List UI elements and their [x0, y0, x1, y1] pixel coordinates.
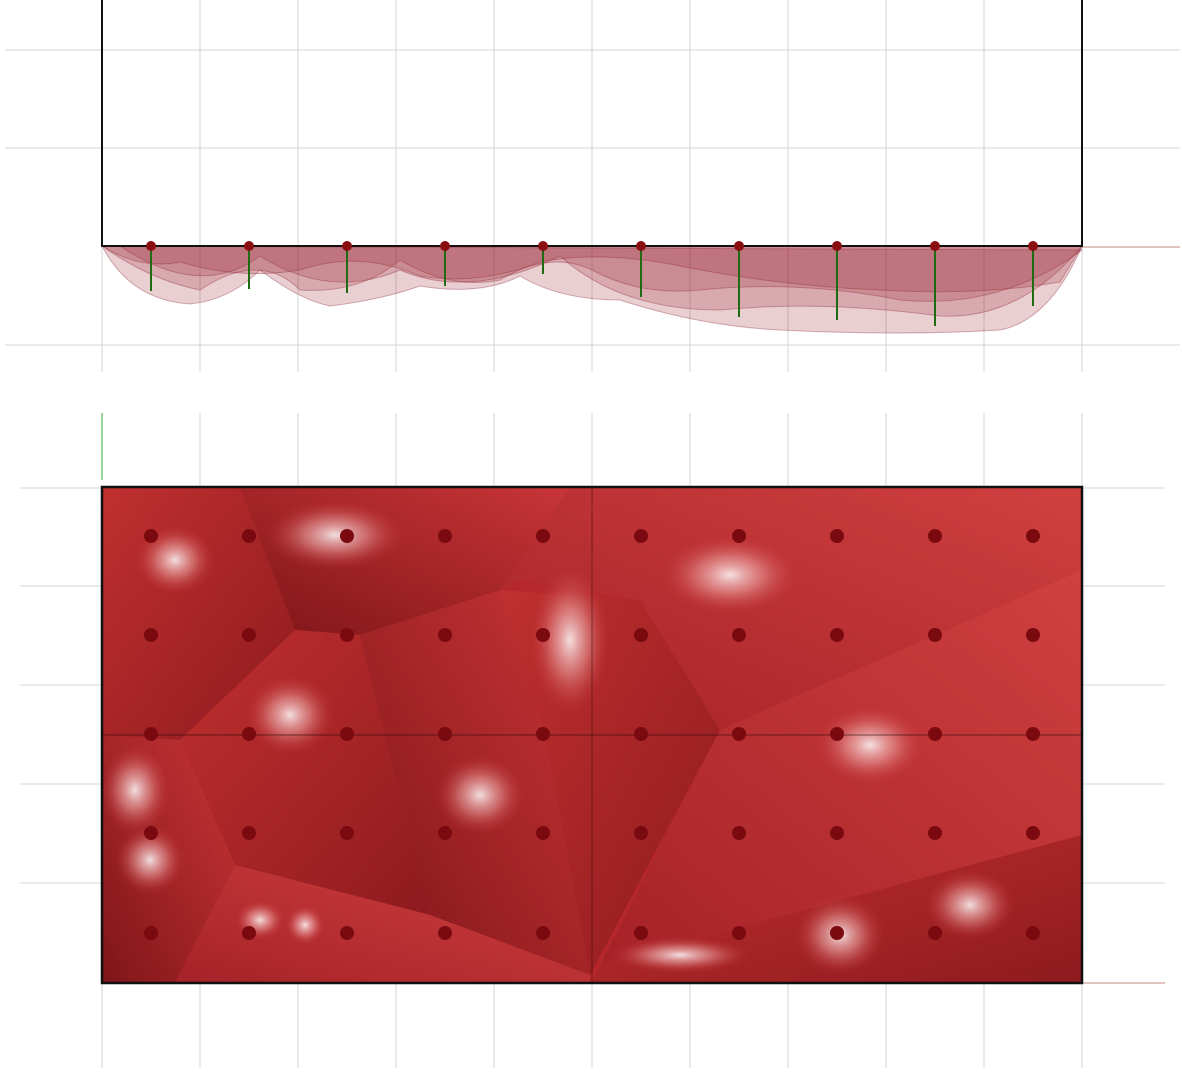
viewport-page	[0, 0, 1182, 1072]
page: {} body { margin: 0; width: 1182px; heig…	[0, 0, 1182, 1072]
cad-viewports	[0, 0, 1182, 1072]
